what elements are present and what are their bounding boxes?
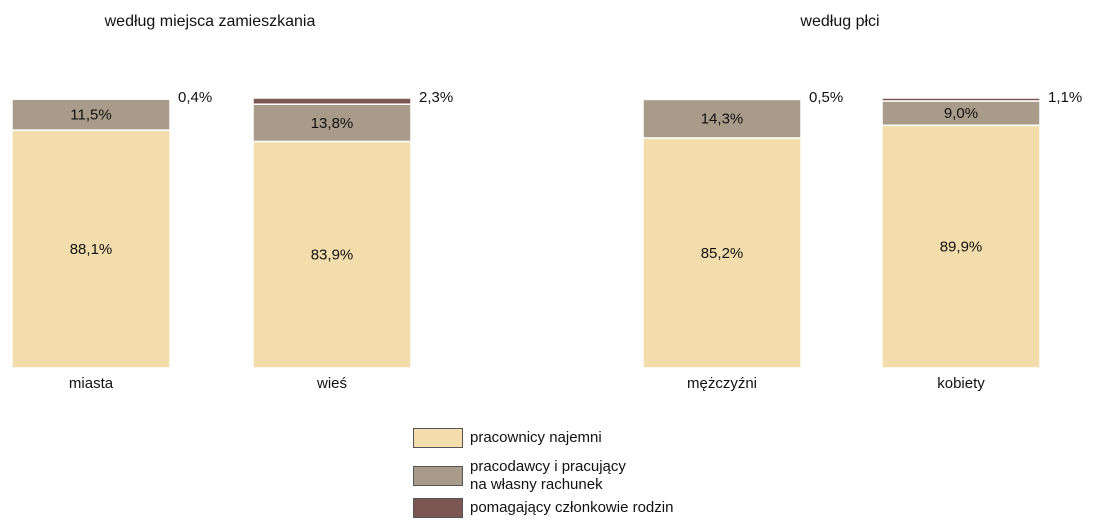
legend-item: pracownicy najemni (413, 428, 602, 448)
value-label: 0,5% (809, 89, 843, 106)
bar-segment (11, 98, 171, 131)
bar-segment (252, 97, 412, 105)
bar-segment (881, 124, 1041, 369)
legend-label: pracodawcy i pracujący na własny rachune… (470, 458, 626, 493)
legend-swatch (413, 498, 463, 518)
bar-segment (252, 140, 412, 369)
x-tick-label: kobiety (937, 375, 985, 392)
bar-segment (881, 100, 1041, 127)
bar-segment (642, 137, 802, 369)
bar-segment (642, 98, 802, 139)
value-label: 89,9% (940, 239, 983, 256)
legend-item: pomagający członkowie rodzin (413, 498, 673, 518)
value-label: 14,3% (701, 111, 744, 128)
value-label: 9,0% (944, 105, 978, 122)
x-tick-label: mężczyźni (687, 375, 757, 392)
value-label: 11,5% (70, 107, 111, 124)
group-title: według miejsca zamieszkania (104, 13, 316, 30)
x-tick-label: miasta (69, 375, 114, 392)
value-label: 0,4% (178, 89, 212, 106)
value-label: 85,2% (701, 245, 744, 262)
legend-swatch (413, 466, 463, 486)
value-label: 88,1% (70, 241, 113, 258)
value-label: 83,9% (311, 247, 354, 264)
legend-label: pracownicy najemni (470, 429, 602, 446)
value-label: 1,1% (1048, 89, 1082, 106)
legend-label: pomagający członkowie rodzin (470, 499, 674, 516)
value-label: 13,8% (311, 115, 354, 132)
value-label: 2,3% (419, 89, 453, 106)
bar-segment (642, 97, 802, 101)
group-title: według płci (799, 13, 879, 30)
x-tick-label: wieś (316, 375, 347, 392)
legend-item: pracodawcy i pracujący na własny rachune… (413, 458, 626, 494)
legend-swatch (413, 428, 463, 448)
bar-segment (881, 97, 1041, 102)
bar-segment (11, 97, 171, 100)
bar-segment (11, 129, 171, 369)
